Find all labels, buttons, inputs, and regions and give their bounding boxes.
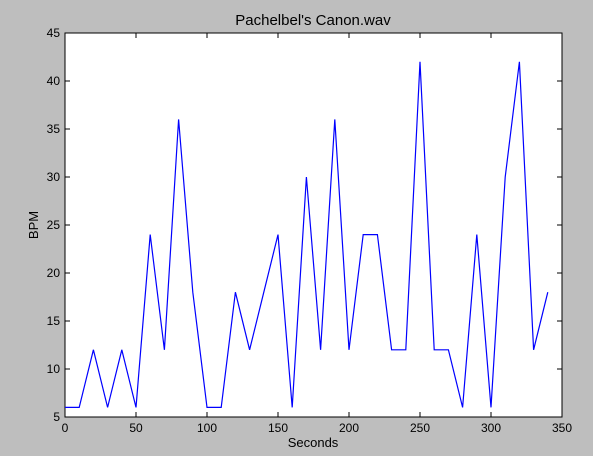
x-tick-label: 300 — [481, 421, 501, 435]
x-tick-label: 0 — [62, 421, 69, 435]
y-tick-label: 45 — [47, 26, 61, 40]
x-axis-label: Seconds — [288, 435, 339, 450]
y-tick-label: 40 — [47, 74, 61, 88]
x-tick-label: 200 — [339, 421, 359, 435]
y-tick-label: 15 — [47, 314, 61, 328]
y-tick-label: 20 — [47, 266, 61, 280]
y-tick-label: 25 — [47, 218, 61, 232]
x-tick-label: 350 — [552, 421, 572, 435]
y-tick-label: 35 — [47, 122, 61, 136]
x-tick-label: 100 — [197, 421, 217, 435]
y-axis-label: BPM — [26, 211, 41, 239]
x-tick-label: 250 — [410, 421, 430, 435]
chart-title: Pachelbel's Canon.wav — [235, 12, 391, 29]
x-tick-label: 150 — [268, 421, 288, 435]
y-tick-label: 30 — [47, 170, 61, 184]
y-tick-label: 5 — [53, 410, 60, 424]
y-tick-label: 10 — [47, 362, 61, 376]
x-tick-label: 50 — [129, 421, 143, 435]
